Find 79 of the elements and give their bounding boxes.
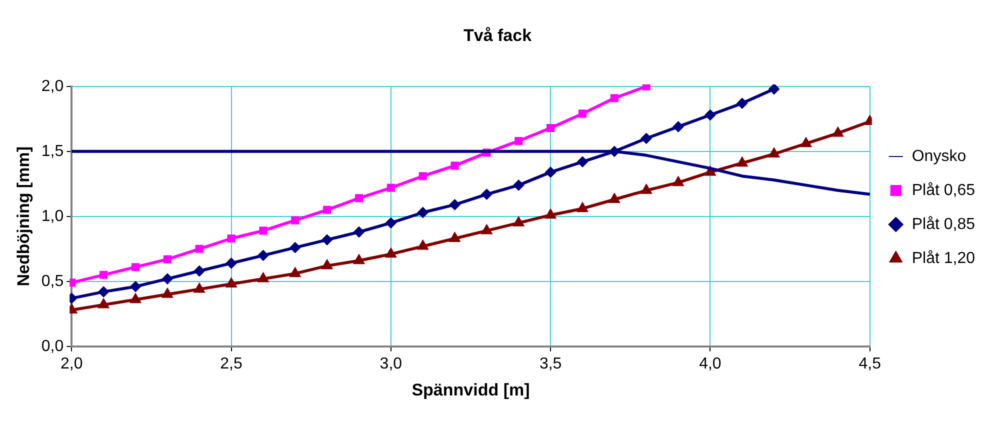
point bbox=[610, 94, 618, 102]
point bbox=[162, 288, 174, 298]
point bbox=[98, 286, 110, 298]
point bbox=[162, 273, 173, 284]
y-tick-label: 0,0 bbox=[41, 338, 64, 355]
point bbox=[385, 248, 397, 258]
point bbox=[640, 184, 652, 194]
point bbox=[289, 267, 301, 278]
point bbox=[131, 263, 140, 272]
point bbox=[481, 188, 492, 200]
y-tick-label: 2,0 bbox=[41, 78, 64, 95]
point bbox=[576, 156, 588, 168]
point bbox=[321, 259, 333, 270]
point bbox=[258, 272, 269, 282]
point bbox=[672, 176, 684, 186]
point bbox=[226, 278, 237, 288]
x-tick-label: 3,5 bbox=[539, 355, 562, 372]
point bbox=[768, 148, 780, 158]
point bbox=[195, 244, 204, 253]
point bbox=[386, 184, 395, 192]
point bbox=[450, 162, 459, 170]
point bbox=[800, 137, 812, 148]
point bbox=[418, 172, 427, 180]
point bbox=[736, 156, 748, 167]
legend-label: Plåt 0,85 bbox=[912, 216, 976, 233]
point bbox=[130, 293, 142, 304]
point bbox=[640, 132, 652, 144]
point bbox=[576, 202, 588, 212]
point bbox=[259, 226, 268, 235]
point bbox=[98, 298, 110, 308]
point bbox=[832, 126, 844, 137]
x-axis-title: Spännvidd [m] bbox=[412, 380, 530, 400]
point bbox=[736, 98, 748, 109]
legend-label: Onysko bbox=[912, 148, 966, 165]
point bbox=[513, 180, 524, 191]
point bbox=[194, 282, 206, 293]
point bbox=[704, 110, 716, 120]
point bbox=[514, 136, 523, 146]
point bbox=[258, 250, 269, 261]
point bbox=[226, 258, 237, 269]
y-axis-title: Nedböjning [mm] bbox=[14, 146, 33, 286]
x-tick-label: 4,0 bbox=[699, 355, 722, 372]
point bbox=[354, 194, 364, 202]
point bbox=[291, 216, 300, 224]
point bbox=[417, 207, 428, 218]
point bbox=[545, 166, 556, 178]
point bbox=[323, 206, 332, 214]
point bbox=[417, 240, 429, 250]
point bbox=[385, 217, 396, 228]
point bbox=[672, 121, 684, 132]
x-tick-label: 4,5 bbox=[858, 355, 882, 372]
point bbox=[353, 226, 364, 238]
point bbox=[481, 224, 492, 234]
point bbox=[642, 84, 650, 90]
point bbox=[546, 124, 555, 132]
y-tick-label: 1,5 bbox=[41, 142, 64, 160]
point bbox=[194, 266, 205, 276]
point bbox=[353, 254, 365, 264]
legend-label: Plåt 0,65 bbox=[912, 182, 976, 199]
point bbox=[290, 242, 301, 254]
point bbox=[322, 234, 333, 246]
point bbox=[578, 110, 587, 118]
point bbox=[544, 208, 556, 219]
legend-label: Plåt 1,20 bbox=[912, 250, 976, 267]
point bbox=[768, 84, 780, 94]
point bbox=[130, 281, 141, 292]
point bbox=[100, 270, 108, 279]
x-tick-label: 3,0 bbox=[380, 355, 402, 372]
point bbox=[449, 199, 460, 210]
point bbox=[227, 234, 236, 243]
x-tick-label: 2,5 bbox=[220, 355, 242, 372]
point bbox=[163, 255, 172, 264]
y-tick-label: 0,5 bbox=[41, 272, 64, 290]
x-tick-label: 2,0 bbox=[60, 355, 83, 372]
point bbox=[608, 193, 620, 203]
point bbox=[512, 216, 524, 226]
y-tick-label: 1,0 bbox=[41, 208, 64, 225]
point bbox=[449, 232, 460, 242]
chart-title: Två fack bbox=[463, 26, 532, 45]
